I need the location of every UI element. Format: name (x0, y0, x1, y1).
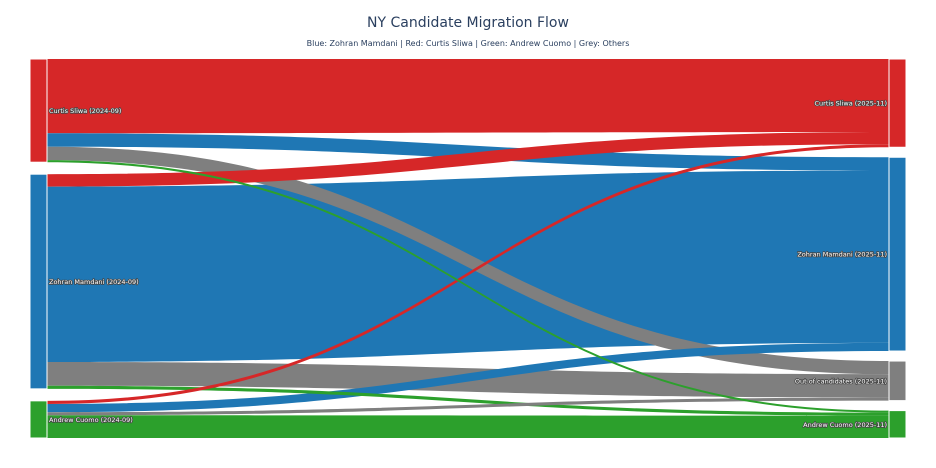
sankey-link-src-sliwa-to-dst-others[interactable] (47, 146, 889, 375)
node-label-src-mamdani: Zohran Mamdani (2024-09) (49, 278, 139, 286)
chart-title: NY Candidate Migration Flow (367, 15, 569, 31)
sankey-node-src-cuomo[interactable] (29, 400, 48, 439)
sankey-link-src-sliwa-to-dst-cuomo[interactable] (47, 160, 889, 413)
sankey-link-src-sliwa-to-dst-mamdani[interactable] (47, 133, 889, 171)
sankey-node-src-mamdani[interactable] (29, 173, 48, 390)
sankey-node-dst-sliwa[interactable] (888, 58, 907, 148)
sankey-link-src-sliwa-to-dst-sliwa[interactable] (47, 59, 889, 134)
sankey-node-src-sliwa[interactable] (29, 58, 48, 163)
node-label-dst-sliwa: Curtis Sliwa (2025-11) (815, 100, 887, 108)
node-label-dst-mamdani: Zohran Mamdani (2025-11) (797, 251, 887, 259)
node-label-dst-others: Out of candidates (2025-11) (795, 377, 887, 385)
sankey-node-dst-cuomo[interactable] (888, 410, 907, 439)
node-label-dst-cuomo: Andrew Cuomo (2025-11) (803, 421, 887, 429)
chart-subtitle: Blue: Zohran Mamdani | Red: Curtis Sliwa… (306, 39, 630, 48)
node-label-src-cuomo: Andrew Cuomo (2024-09) (49, 416, 133, 424)
node-label-src-sliwa: Curtis Sliwa (2024-09) (49, 107, 121, 115)
sankey-link-src-cuomo-to-dst-sliwa[interactable] (47, 144, 889, 404)
sankey-node-dst-mamdani[interactable] (888, 156, 907, 352)
labels-layer: Curtis Sliwa (2024-09) Zohran Mamdani (20… (48, 99, 888, 430)
sankey-link-src-cuomo-to-dst-mamdani[interactable] (47, 342, 889, 413)
sankey-node-dst-others[interactable] (888, 360, 907, 402)
sankey-link-src-mamdani-to-dst-sliwa[interactable] (47, 132, 889, 187)
links-layer (47, 59, 889, 438)
sankey-link-src-mamdani-to-dst-cuomo[interactable] (47, 385, 889, 416)
sankey-link-src-cuomo-to-dst-cuomo[interactable] (47, 415, 889, 438)
sankey-link-src-cuomo-to-dst-others[interactable] (47, 397, 889, 416)
nodes-layer (29, 58, 907, 439)
